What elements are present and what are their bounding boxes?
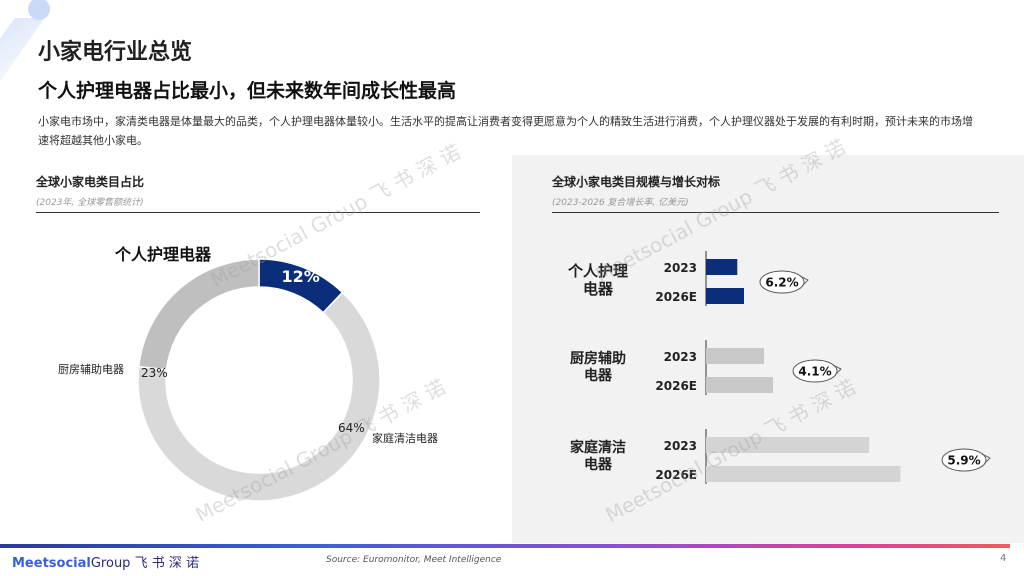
bar-category-label-line: 电器 bbox=[584, 368, 612, 385]
cagr-arrow bbox=[981, 453, 991, 465]
bar-category-label-line: 电器 bbox=[584, 457, 612, 474]
bar-category-label-line: 个人护理 bbox=[567, 262, 628, 280]
cagr-label: 5.9% bbox=[947, 454, 980, 468]
footer-logo: MeetsocialGroup 飞 书 深 诺 bbox=[12, 556, 199, 571]
body-paragraph: 小家电市场中，家清类电器是体量最大的品类，个人护理电器体量较小。生活水平的提高让… bbox=[38, 115, 973, 147]
bar-year-label: 2026E bbox=[655, 468, 697, 482]
cagr-badge bbox=[792, 359, 838, 383]
bar-year-label: 2023 bbox=[664, 350, 697, 364]
right-panel-header: 全球小家电类目规模与增长对标 (2023-2026 复合增长率, 亿美元) bbox=[552, 170, 999, 213]
donut-slice bbox=[137, 258, 260, 371]
donut-slice bbox=[137, 291, 381, 502]
donut-category-label: 家庭清洁电器 bbox=[372, 431, 438, 445]
donut-value-label: 23% bbox=[141, 366, 168, 380]
bar-year-label: 2026E bbox=[655, 290, 697, 304]
cagr-label: 6.2% bbox=[765, 276, 798, 290]
cagr-badge bbox=[941, 448, 987, 472]
bar bbox=[706, 259, 738, 275]
bar-category-label: 厨房辅助 电器 bbox=[548, 351, 648, 385]
cagr-badge bbox=[759, 270, 805, 294]
bar-year-label: 2023 bbox=[664, 261, 697, 275]
footer-source: Source: Euromonitor, Meet Intelligence bbox=[326, 555, 502, 565]
corner-decoration-circle bbox=[28, 0, 50, 20]
footer-gradient-bar bbox=[0, 544, 1010, 548]
bar bbox=[706, 288, 744, 304]
donut-category-label: 个人护理电器 bbox=[114, 245, 212, 264]
donut-value-label: 12% bbox=[281, 267, 319, 286]
bar-year-label: 2023 bbox=[664, 439, 697, 453]
bar-category-label-line: 电器 bbox=[582, 280, 613, 299]
page-number: 4 bbox=[1000, 553, 1007, 564]
donut-value-label: 64% bbox=[338, 421, 365, 435]
bar-year-label: 2026E bbox=[655, 379, 697, 393]
bar-category-label: 个人护理 电器 bbox=[548, 262, 648, 299]
bar bbox=[706, 348, 765, 364]
bar-category-label-line: 家庭清洁 bbox=[570, 440, 626, 456]
left-panel-header: 全球小家电类目占比 (2023年, 全球零售额统计) bbox=[36, 170, 480, 213]
donut-chart: 12% 个人护理电器 64% 家庭清洁电器 厨房辅助电器 23% bbox=[58, 245, 438, 502]
left-panel-subtitle: (2023年, 全球零售额统计) bbox=[36, 198, 144, 208]
bar-category-label-line: 厨房辅助 bbox=[570, 351, 626, 367]
bar bbox=[706, 466, 901, 482]
cagr-arrow bbox=[799, 275, 809, 287]
page-headline: 个人护理电器占比最小，但未来数年间成长性最高 bbox=[38, 80, 457, 102]
bar bbox=[706, 377, 774, 393]
left-panel-title: 全球小家电类目占比 bbox=[36, 175, 145, 189]
page-title: 小家电行业总览 bbox=[38, 40, 193, 65]
right-panel-title: 全球小家电类目规模与增长对标 bbox=[552, 175, 721, 189]
bar-category-label: 家庭清洁 电器 bbox=[548, 440, 648, 474]
bar bbox=[706, 437, 870, 453]
right-panel-subtitle: (2023-2026 复合增长率, 亿美元) bbox=[552, 198, 689, 208]
cagr-arrow bbox=[832, 364, 842, 376]
cagr-label: 4.1% bbox=[798, 365, 831, 379]
donut-category-label: 厨房辅助电器 bbox=[58, 362, 124, 376]
